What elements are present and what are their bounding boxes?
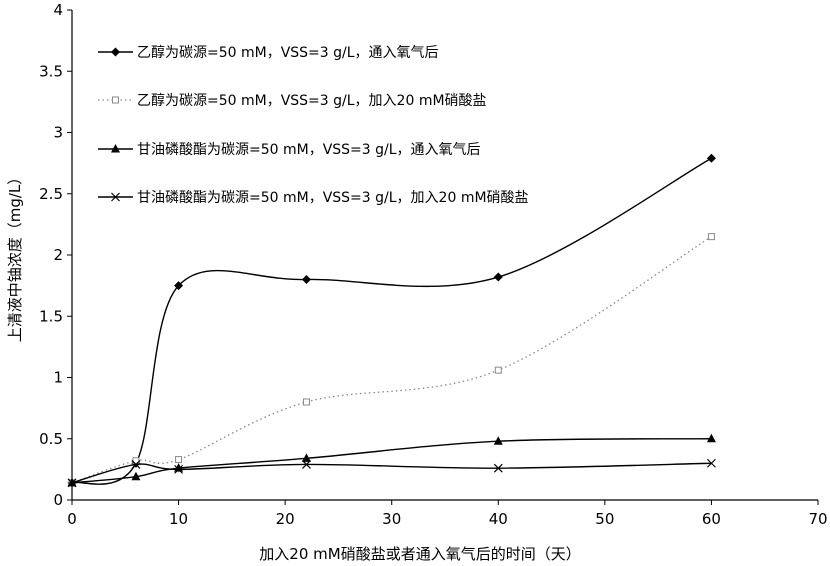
y-tick-label: 1.5 <box>39 307 63 325</box>
data-point <box>706 433 716 443</box>
data-point <box>707 233 715 241</box>
data-point <box>494 366 502 374</box>
x-tick-label: 70 <box>808 510 827 528</box>
legend-marker <box>112 96 119 104</box>
x-axis-title: 加入20 mM硝酸盐或者通入氧气后的时间（天） <box>259 545 580 563</box>
data-point <box>493 463 503 473</box>
data-point <box>302 460 311 469</box>
data-point <box>67 478 77 488</box>
legend-label: 甘油磷酸酯为碳源=50 mM，VSS=3 g/L，加入20 mM硝酸盐 <box>137 190 529 206</box>
legend-label: 乙醇为碳源=50 mM，VSS=3 g/L，通入氧气后 <box>137 44 439 61</box>
data-point <box>493 272 503 282</box>
legend-item: 乙醇为碳源=50 mM，VSS=3 g/L，加入20 mM硝酸盐 <box>98 92 487 109</box>
y-axis-title: 上清液中铀浓度（mg/L） <box>6 170 24 343</box>
legend-marker <box>111 192 120 202</box>
series-line <box>71 462 712 484</box>
x-tick-label: 40 <box>489 510 508 528</box>
data-point <box>131 471 141 481</box>
marker-x-stroke <box>707 458 716 468</box>
legend-item: 甘油磷酸酯为碳源=50 mM，VSS=3 g/L，通入氧气后 <box>98 142 481 158</box>
y-tick-label: 2 <box>53 246 63 264</box>
legend-item: 甘油磷酸酯为碳源=50 mM，VSS=3 g/L，加入20 mM硝酸盐 <box>98 190 529 206</box>
marker-x-stroke <box>493 463 503 473</box>
marker-x-stroke <box>302 460 311 469</box>
marker-x-stroke <box>174 464 183 474</box>
data-point <box>175 456 183 464</box>
legend-marker <box>111 144 120 153</box>
legend-label: 乙醇为碳源=50 mM，VSS=3 g/L，加入20 mM硝酸盐 <box>137 92 487 109</box>
marker-x-stroke <box>111 192 120 202</box>
data-point <box>301 453 311 462</box>
data-point <box>706 153 716 163</box>
y-tick-label: 0 <box>53 491 63 509</box>
marker-x-stroke <box>67 478 77 488</box>
data-point <box>707 458 716 468</box>
legend-marker <box>111 47 120 57</box>
series-line <box>71 236 712 484</box>
y-tick-label: 1 <box>53 369 63 387</box>
series-line <box>71 438 712 484</box>
x-tick-label: 10 <box>169 510 188 528</box>
data-point <box>131 460 141 469</box>
y-tick-label: 2.5 <box>39 185 63 203</box>
y-axis: 0 0.5 1 1.5 2 2.5 3 3.5 4 <box>39 1 72 509</box>
series-layer <box>67 153 716 488</box>
series-4 <box>67 458 716 488</box>
x-tick-label: 0 <box>67 510 77 528</box>
x-axis: 0 10 20 30 40 50 60 70 <box>67 500 828 528</box>
y-tick-label: 3.5 <box>39 62 63 80</box>
legend-label: 甘油磷酸酯为碳源=50 mM，VSS=3 g/L，通入氧气后 <box>137 142 481 158</box>
data-point <box>302 398 310 406</box>
plot-frame <box>71 10 818 501</box>
data-point <box>493 436 503 445</box>
y-tick-label: 0.5 <box>39 430 63 448</box>
data-point <box>174 281 184 291</box>
series-line <box>71 157 712 485</box>
x-tick-label: 20 <box>276 510 295 528</box>
legend-item: 乙醇为碳源=50 mM，VSS=3 g/L，通入氧气后 <box>98 44 439 61</box>
x-tick-label: 60 <box>702 510 721 528</box>
marker-x-stroke <box>131 460 141 469</box>
series-3 <box>67 433 716 487</box>
y-tick-label: 4 <box>53 1 63 19</box>
data-point <box>301 275 311 284</box>
y-tick-label: 3 <box>53 124 63 142</box>
series-2 <box>68 233 715 487</box>
data-point <box>174 464 183 474</box>
x-tick-label: 50 <box>595 510 614 528</box>
x-tick-label: 30 <box>382 510 401 528</box>
